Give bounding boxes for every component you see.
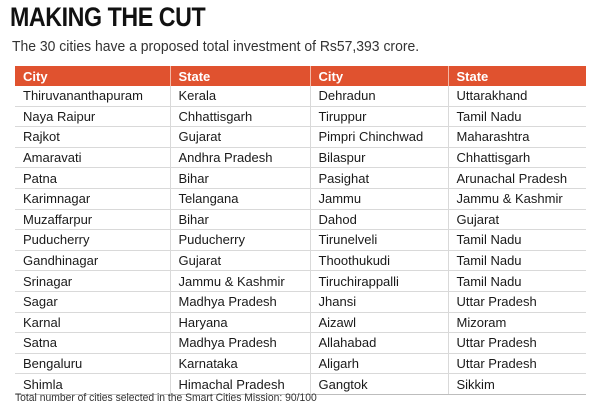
column-header-city-2: City (309, 66, 448, 86)
state-cell: Maharashtra (447, 126, 586, 148)
state-cell: Bihar (169, 167, 310, 189)
footnote: Total number of cities selected in the S… (15, 392, 317, 404)
city-cell: Srinagar (15, 270, 170, 292)
city-cell: Aligarh (309, 353, 448, 375)
state-cell: Mizoram (447, 312, 586, 334)
city-cell: Rajkot (15, 126, 170, 148)
state-cell: Tamil Nadu (447, 106, 586, 128)
page-title: MAKING THE CUT (10, 2, 206, 32)
state-cell: Uttar Pradesh (447, 353, 586, 375)
table-row: Srinagar Jammu & Kashmir Tiruchirappalli Ta… (15, 270, 586, 292)
table-row: Karimnagar Telangana Jammu Jammu & Kashmir (15, 188, 586, 210)
table-row: Amaravati Andhra Pradesh Bilaspur Chhattisg… (15, 147, 586, 169)
table-header: City State City State (15, 66, 586, 86)
city-cell: Pimpri Chinchwad (309, 126, 448, 148)
city-cell: Gandhinagar (15, 250, 170, 272)
state-cell: Uttar Pradesh (447, 332, 586, 354)
city-cell: Tiruchirappalli (309, 270, 448, 292)
cities-table-container: City State City State Thiruvananthapuram… (15, 66, 586, 395)
state-cell: Uttarakhand (447, 86, 586, 107)
state-cell: Sikkim (447, 373, 586, 395)
table-row: Patna Bihar Pasighat Arunachal Pradesh (15, 167, 586, 189)
city-cell: Bilaspur (309, 147, 448, 169)
city-cell: Karnal (15, 312, 170, 334)
table-row: Naya Raipur Chhattisgarh Tiruppur Tamil Nad… (15, 106, 586, 128)
state-cell: Gujarat (169, 126, 310, 148)
table-row: Shimla Himachal Pradesh Gangtok Sikkim (15, 373, 586, 395)
state-cell: Telangana (169, 188, 310, 210)
state-cell: Puducherry (169, 229, 310, 251)
city-cell: Puducherry (15, 229, 170, 251)
table-row: Puducherry Puducherry Tirunelveli Tamil Nad… (15, 229, 586, 251)
state-cell: Karnataka (169, 353, 310, 375)
state-cell: Madhya Pradesh (169, 332, 310, 354)
city-cell: Muzaffarpur (15, 209, 170, 231)
city-cell: Thoothukudi (309, 250, 448, 272)
state-cell: Jammu & Kashmir (447, 188, 586, 210)
city-cell: Tiruppur (309, 106, 448, 128)
city-cell: Jhansi (309, 291, 448, 313)
state-cell: Tamil Nadu (447, 270, 586, 292)
state-cell: Kerala (169, 86, 310, 107)
city-cell: Dehradun (309, 86, 448, 107)
state-cell: Himachal Pradesh (169, 373, 310, 395)
cities-table: City State City State Thiruvananthapuram… (15, 66, 586, 395)
city-cell: Jammu (309, 188, 448, 210)
city-cell: Allahabad (309, 332, 448, 354)
state-cell: Tamil Nadu (447, 229, 586, 251)
state-cell: Bihar (169, 209, 310, 231)
page-subtitle: The 30 cities have a proposed total inve… (12, 38, 420, 55)
city-cell: Sagar (15, 291, 170, 313)
city-cell: Patna (15, 167, 170, 189)
city-cell: Naya Raipur (15, 106, 170, 128)
city-cell: Thiruvananthapuram (15, 86, 170, 107)
state-cell: Jammu & Kashmir (169, 270, 310, 292)
city-cell: Gangtok (309, 373, 448, 395)
city-cell: Pasighat (309, 167, 448, 189)
city-cell: Amaravati (15, 147, 170, 169)
table-row: Karnal Haryana Aizawl Mizoram (15, 312, 586, 334)
table-row: Rajkot Gujarat Pimpri Chinchwad Maharashtra (15, 126, 586, 148)
city-cell: Shimla (15, 373, 170, 395)
city-cell: Tirunelveli (309, 229, 448, 251)
city-cell: Aizawl (309, 312, 448, 334)
column-header-state-2: State (447, 66, 586, 86)
state-cell: Madhya Pradesh (169, 291, 310, 313)
state-cell: Tamil Nadu (447, 250, 586, 272)
table-row: Bengaluru Karnataka Aligarh Uttar Pradesh (15, 353, 586, 375)
state-cell: Gujarat (447, 209, 586, 231)
table-row: Muzaffarpur Bihar Dahod Gujarat (15, 209, 586, 231)
state-cell: Andhra Pradesh (169, 147, 310, 169)
city-cell: Karimnagar (15, 188, 170, 210)
table-row: Sagar Madhya Pradesh Jhansi Uttar Pradesh (15, 291, 586, 313)
header-row: City State City State (15, 66, 586, 86)
state-cell: Arunachal Pradesh (447, 167, 586, 189)
table-body: Thiruvananthapuram Kerala Dehradun Uttarakh… (15, 86, 586, 395)
state-cell: Haryana (169, 312, 310, 334)
table-row: Satna Madhya Pradesh Allahabad Uttar Prades… (15, 332, 586, 354)
table-row: Thiruvananthapuram Kerala Dehradun Uttarakh… (15, 86, 586, 107)
city-cell: Satna (15, 332, 170, 354)
column-header-city-1: City (15, 66, 170, 86)
state-cell: Uttar Pradesh (447, 291, 586, 313)
column-header-state-1: State (169, 66, 310, 86)
table-row: Gandhinagar Gujarat Thoothukudi Tamil Nadu (15, 250, 586, 272)
city-cell: Dahod (309, 209, 448, 231)
city-cell: Bengaluru (15, 353, 170, 375)
state-cell: Gujarat (169, 250, 310, 272)
state-cell: Chhattisgarh (447, 147, 586, 169)
state-cell: Chhattisgarh (169, 106, 310, 128)
